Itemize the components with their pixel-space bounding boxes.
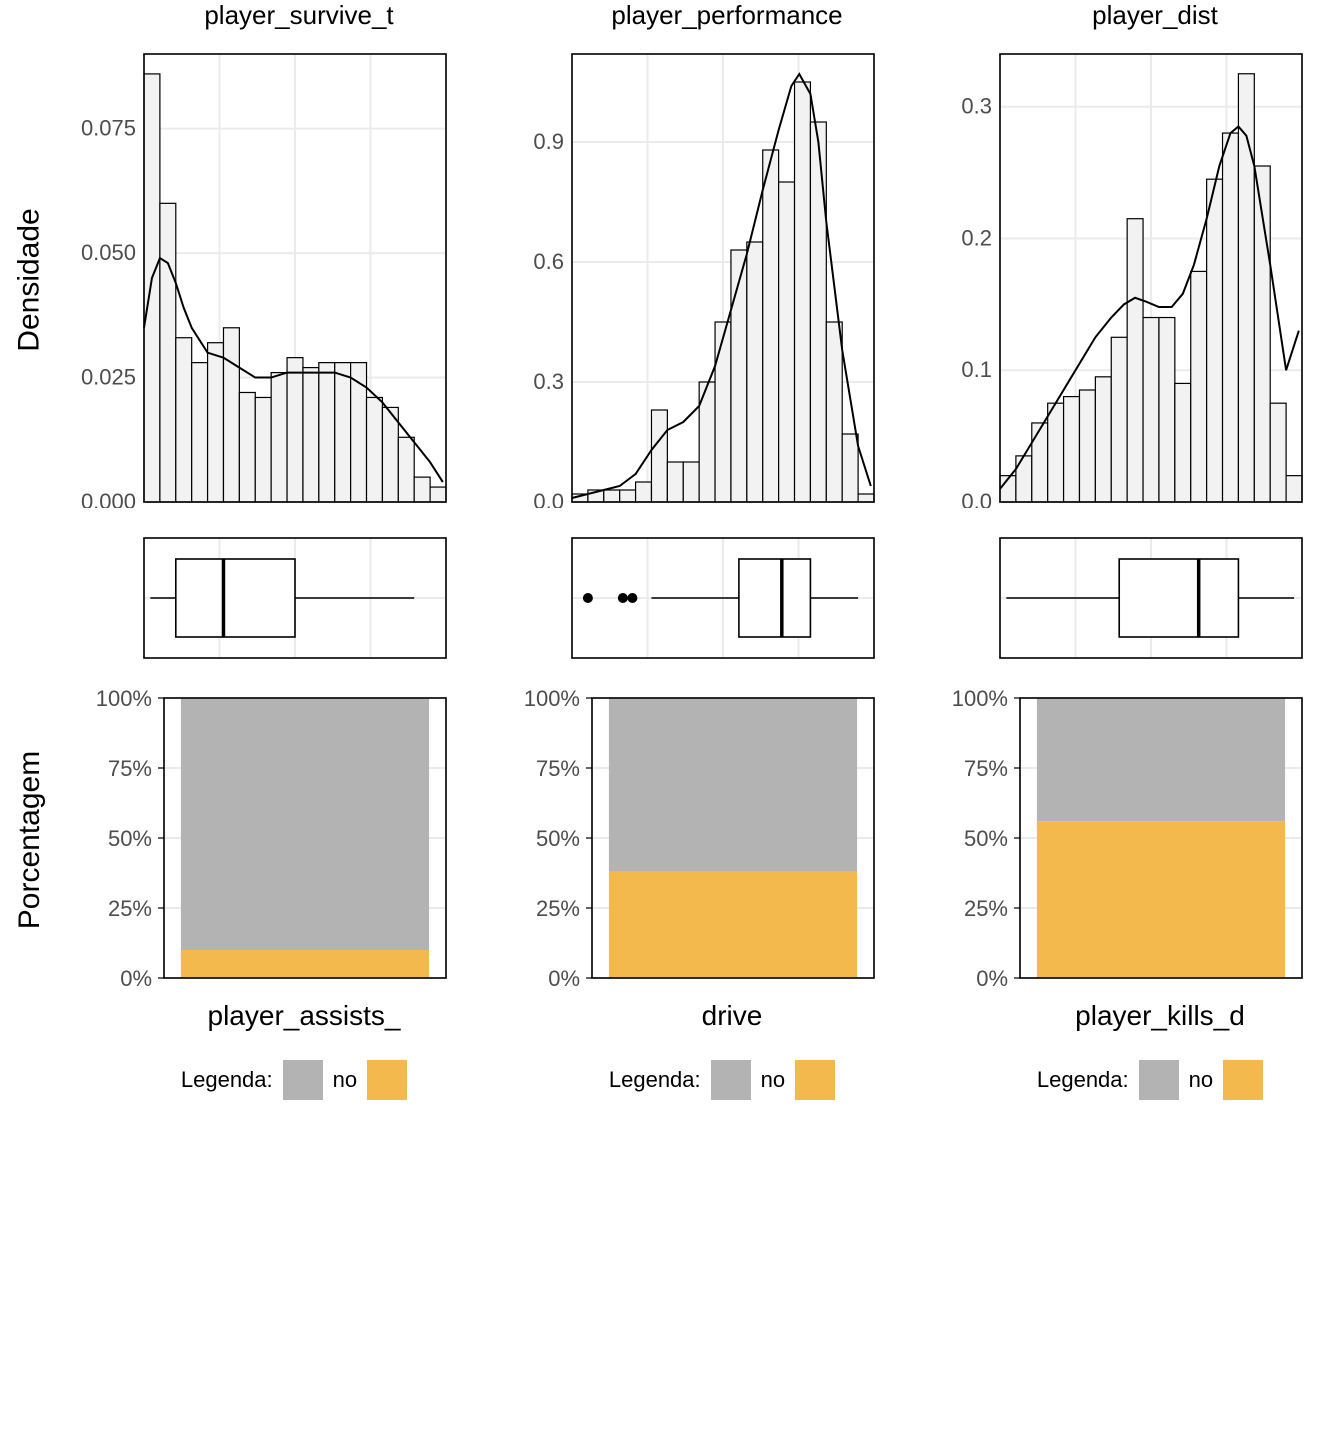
svg-text:0.0: 0.0 [533, 489, 564, 508]
legend-swatch-1 [1223, 1060, 1263, 1100]
legend-label: Legenda: [1037, 1067, 1129, 1093]
svg-text:75%: 75% [964, 756, 1008, 781]
svg-text:0.9: 0.9 [533, 129, 564, 154]
histogram-0: 0.000 0.025 0.050 0.075 [72, 48, 452, 508]
legend-label: Legenda: [181, 1067, 273, 1093]
stacked-1: 0% 25% 50% 75% 100% [500, 688, 880, 988]
histogram-2: 0.0 0.1 0.2 0.3 [928, 48, 1308, 508]
svg-text:0.0: 0.0 [961, 489, 992, 508]
legend-swatch-1 [367, 1060, 407, 1100]
svg-text:0.3: 0.3 [961, 94, 992, 119]
svg-text:0.025: 0.025 [81, 365, 136, 390]
xlabel-2: player_kills_d [916, 1000, 1344, 1040]
xlabel-0: player_assists_ [60, 1000, 488, 1040]
svg-text:0.1: 0.1 [961, 357, 992, 382]
svg-text:100%: 100% [96, 688, 152, 711]
svg-text:25%: 25% [536, 896, 580, 921]
panel-title-2: player_dist [916, 0, 1344, 40]
svg-text:25%: 25% [108, 896, 152, 921]
svg-text:0.050: 0.050 [81, 240, 136, 265]
svg-text:0.075: 0.075 [81, 116, 136, 141]
legend-0: Legenda: no [60, 1040, 488, 1120]
xlabel-1: drive [488, 1000, 916, 1040]
svg-text:0.3: 0.3 [533, 369, 564, 394]
stacked-0: 0% 25% 50% 75% 100% [72, 688, 452, 988]
panel-title-1: player_performance [488, 0, 916, 40]
svg-text:50%: 50% [536, 826, 580, 851]
svg-text:50%: 50% [964, 826, 1008, 851]
legend-2: Legenda: no [916, 1040, 1344, 1120]
svg-text:0.6: 0.6 [533, 249, 564, 274]
legend-swatch-0 [283, 1060, 323, 1100]
legend-swatch-1 [795, 1060, 835, 1100]
boxplot-0 [72, 528, 452, 668]
legend-text-0: no [761, 1067, 785, 1093]
svg-text:25%: 25% [964, 896, 1008, 921]
panel-title-0: player_survive_t [60, 0, 488, 40]
svg-text:50%: 50% [108, 826, 152, 851]
svg-text:100%: 100% [524, 688, 580, 711]
boxplot-2 [928, 528, 1308, 668]
svg-text:75%: 75% [536, 756, 580, 781]
svg-text:75%: 75% [108, 756, 152, 781]
histogram-1: 0.0 0.3 0.6 0.9 [500, 48, 880, 508]
legend-swatch-0 [711, 1060, 751, 1100]
svg-text:0.2: 0.2 [961, 225, 992, 250]
svg-text:100%: 100% [952, 688, 1008, 711]
ylabel-pct: Porcentagem [13, 751, 47, 929]
ylabel-density: Densidade [13, 208, 47, 351]
legend-label: Legenda: [609, 1067, 701, 1093]
legend-text-0: no [1189, 1067, 1213, 1093]
legend-swatch-0 [1139, 1060, 1179, 1100]
legend-1: Legenda: no [488, 1040, 916, 1120]
svg-text:0%: 0% [976, 966, 1008, 988]
svg-text:0%: 0% [120, 966, 152, 988]
boxplot-1 [500, 528, 880, 668]
legend-text-0: no [333, 1067, 357, 1093]
stacked-2: 0% 25% 50% 75% 100% [928, 688, 1308, 988]
svg-text:0.000: 0.000 [81, 489, 136, 508]
svg-text:0%: 0% [548, 966, 580, 988]
